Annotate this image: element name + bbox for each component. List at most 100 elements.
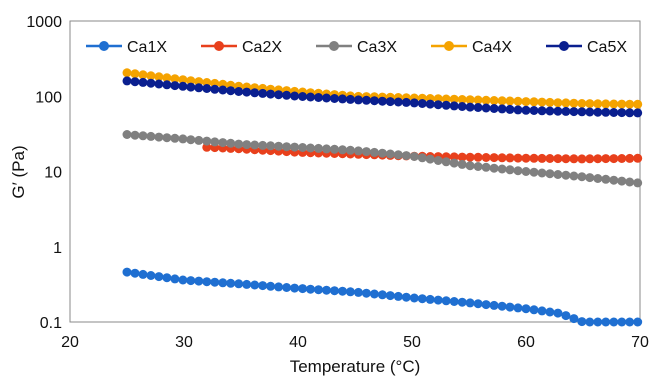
data-point-ca5x: [282, 90, 292, 100]
data-point-ca3x: [385, 149, 395, 159]
data-point-ca3x: [122, 130, 132, 139]
data-point-ca5x: [609, 108, 619, 117]
data-point-ca3x: [457, 159, 467, 169]
data-point-ca2x: [569, 154, 579, 164]
data-point-ca3x: [545, 169, 555, 179]
data-point-ca5x: [561, 106, 571, 116]
data-point-ca4x: [162, 73, 172, 83]
data-point-ca1x: [290, 283, 300, 293]
data-point-ca1x: [521, 304, 531, 314]
legend-swatch-marker: [444, 41, 454, 51]
data-point-ca2x: [473, 152, 483, 162]
data-point-ca1x: [489, 300, 499, 310]
data-point-ca3x: [361, 147, 371, 157]
legend-item-ca2x: Ca2X: [201, 39, 282, 56]
data-point-ca4x: [601, 99, 611, 109]
data-point-ca1x: [322, 285, 331, 295]
data-point-ca5x: [625, 108, 635, 118]
data-point-ca3x: [162, 133, 172, 143]
data-point-ca1x: [625, 317, 635, 327]
data-point-ca4x: [617, 99, 627, 109]
data-point-ca1x: [441, 296, 451, 306]
data-point-ca3x: [433, 156, 443, 165]
data-point-ca3x: [609, 175, 619, 185]
data-point-ca4x: [130, 69, 140, 79]
data-point-ca3x: [393, 150, 403, 160]
data-point-ca5x: [178, 81, 188, 91]
data-point-ca5x: [473, 103, 483, 112]
data-point-ca2x: [617, 154, 627, 163]
data-point-ca1x: [609, 317, 619, 327]
data-point-ca1x: [553, 308, 563, 318]
legend-label: Ca3X: [357, 39, 397, 56]
data-point-ca5x: [226, 86, 236, 96]
data-point-ca2x: [465, 152, 475, 162]
data-point-ca3x: [138, 131, 148, 141]
data-point-ca4x: [497, 96, 507, 106]
data-point-ca3x: [226, 138, 236, 148]
axes: 0.1 1 10 100 1000 20 30 40 50 60 70: [26, 14, 649, 351]
data-point-ca5x: [330, 94, 339, 103]
data-point-ca3x: [441, 157, 451, 167]
data-point-ca1x: [186, 276, 196, 286]
data-point-ca5x: [401, 97, 411, 107]
data-point-ca2x: [449, 152, 459, 162]
data-point-ca2x: [457, 152, 467, 162]
data-point-ca3x: [617, 176, 627, 186]
data-point-ca3x: [322, 144, 331, 154]
legend-item-ca5x: Ca5X: [546, 39, 627, 56]
legend-item-ca3x: Ca3X: [316, 39, 397, 56]
data-point-ca5x: [521, 105, 531, 115]
data-point-ca3x: [218, 138, 228, 148]
x-axis-title: Temperature (°C): [290, 357, 421, 376]
data-point-ca4x: [473, 95, 483, 105]
data-point-ca4x: [537, 97, 547, 107]
data-point-ca4x: [154, 72, 164, 82]
data-point-ca2x: [537, 153, 547, 163]
data-point-ca1x: [393, 291, 403, 301]
data-point-ca1x: [266, 281, 276, 291]
data-point-ca1x: [409, 293, 419, 303]
y-tick-label: 10: [44, 165, 62, 182]
data-point-ca5x: [306, 92, 315, 102]
data-point-ca3x: [250, 140, 260, 150]
data-point-ca5x: [481, 103, 491, 113]
data-point-ca1x: [162, 273, 172, 283]
y-tick-label: 0.1: [40, 315, 62, 332]
data-point-ca5x: [425, 99, 435, 109]
data-point-ca3x: [266, 141, 276, 151]
legend-swatch-marker: [214, 41, 224, 51]
data-point-ca4x: [457, 95, 467, 104]
data-point-ca4x: [441, 94, 451, 104]
data-point-ca1x: [210, 277, 220, 287]
data-point-ca5x: [553, 106, 563, 116]
y-axis-title: G′ (Pa): [9, 145, 28, 198]
data-point-ca5x: [242, 87, 252, 97]
data-point-ca5x: [234, 87, 244, 96]
data-point-ca1x: [258, 281, 268, 291]
data-point-ca2x: [633, 153, 643, 163]
data-point-ca5x: [449, 101, 459, 111]
data-point-ca4x: [146, 71, 156, 81]
data-point-ca3x: [449, 158, 459, 168]
data-point-ca1x: [178, 275, 188, 285]
data-point-ca3x: [553, 170, 563, 179]
data-point-ca1x: [481, 300, 491, 310]
series-ca3x: [122, 130, 643, 188]
data-point-ca1x: [314, 285, 323, 295]
legend-label: Ca2X: [242, 39, 282, 56]
data-point-ca4x: [593, 99, 603, 109]
data-point-ca1x: [138, 269, 148, 279]
legend-label: Ca5X: [587, 39, 627, 56]
plot-frame: [69, 20, 641, 323]
data-point-ca5x: [130, 77, 140, 87]
data-point-ca5x: [617, 108, 627, 118]
data-point-ca3x: [314, 143, 323, 153]
data-point-ca1x: [561, 311, 571, 321]
data-point-ca1x: [130, 268, 140, 278]
data-point-ca3x: [290, 142, 300, 152]
data-point-ca2x: [561, 154, 571, 164]
data-point-ca5x: [633, 108, 643, 118]
data-point-ca4x: [513, 96, 523, 106]
